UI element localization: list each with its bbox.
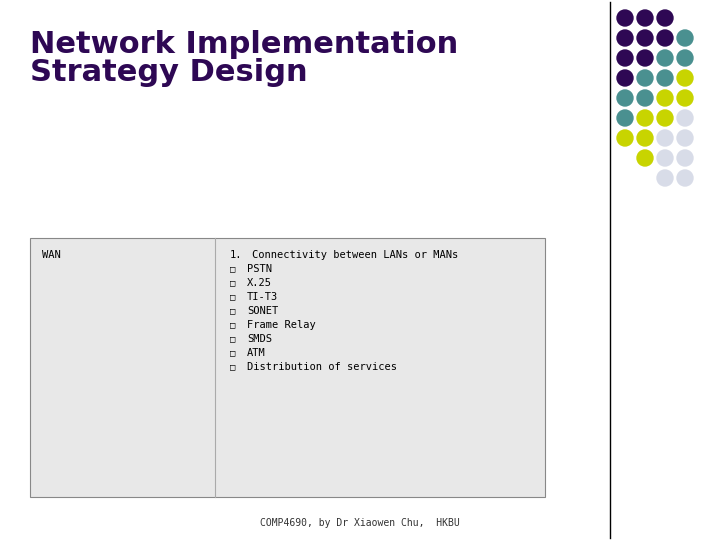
Circle shape	[677, 130, 693, 146]
Circle shape	[677, 50, 693, 66]
Text: ATM: ATM	[247, 348, 266, 358]
Text: X.25: X.25	[247, 278, 272, 288]
Text: □: □	[230, 320, 235, 329]
Circle shape	[617, 50, 633, 66]
Circle shape	[637, 110, 653, 126]
Text: Frame Relay: Frame Relay	[247, 320, 316, 330]
Circle shape	[677, 70, 693, 86]
Text: COMP4690, by Dr Xiaowen Chu,  HKBU: COMP4690, by Dr Xiaowen Chu, HKBU	[260, 518, 460, 528]
Circle shape	[657, 90, 673, 106]
Circle shape	[657, 50, 673, 66]
Circle shape	[677, 30, 693, 46]
Text: SONET: SONET	[247, 306, 278, 316]
Text: □: □	[230, 306, 235, 315]
Text: □: □	[230, 264, 235, 273]
Circle shape	[637, 10, 653, 26]
Text: Connectivity between LANs or MANs: Connectivity between LANs or MANs	[252, 250, 458, 260]
Circle shape	[617, 90, 633, 106]
Text: □: □	[230, 292, 235, 301]
Text: □: □	[230, 334, 235, 343]
Circle shape	[637, 130, 653, 146]
Text: PSTN: PSTN	[247, 264, 272, 274]
Text: 1.: 1.	[230, 250, 243, 260]
Circle shape	[617, 30, 633, 46]
Circle shape	[657, 10, 673, 26]
Circle shape	[637, 30, 653, 46]
Circle shape	[677, 150, 693, 166]
Text: TI-T3: TI-T3	[247, 292, 278, 302]
Text: Strategy Design: Strategy Design	[30, 58, 307, 87]
Circle shape	[657, 30, 673, 46]
Circle shape	[657, 130, 673, 146]
Text: □: □	[230, 278, 235, 287]
Circle shape	[617, 10, 633, 26]
Circle shape	[617, 130, 633, 146]
Circle shape	[677, 90, 693, 106]
Text: SMDS: SMDS	[247, 334, 272, 344]
Circle shape	[637, 90, 653, 106]
Circle shape	[617, 70, 633, 86]
Circle shape	[677, 170, 693, 186]
Circle shape	[657, 70, 673, 86]
Text: □: □	[230, 362, 235, 371]
Circle shape	[657, 110, 673, 126]
Circle shape	[637, 50, 653, 66]
Text: WAN: WAN	[42, 250, 60, 260]
Circle shape	[657, 150, 673, 166]
Circle shape	[617, 110, 633, 126]
Bar	[30, 238, 545, 497]
Circle shape	[637, 150, 653, 166]
Text: Distribution of services: Distribution of services	[247, 362, 397, 372]
Text: □: □	[230, 348, 235, 357]
Circle shape	[677, 110, 693, 126]
Circle shape	[657, 170, 673, 186]
Text: Network Implementation: Network Implementation	[30, 30, 458, 59]
Circle shape	[637, 70, 653, 86]
